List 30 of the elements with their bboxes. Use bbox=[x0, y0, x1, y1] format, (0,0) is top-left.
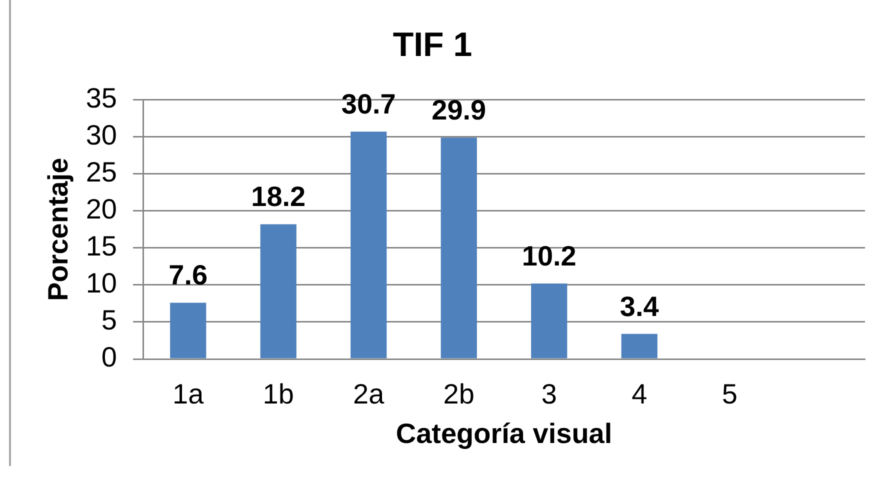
x-tick-label: 2a bbox=[353, 378, 385, 410]
y-tick-label: 15 bbox=[86, 230, 117, 262]
bar bbox=[440, 138, 477, 358]
y-tick-label: 30 bbox=[86, 120, 117, 151]
y-tick-label: 20 bbox=[86, 194, 117, 225]
y-tick-label: 25 bbox=[86, 156, 117, 188]
bar bbox=[531, 283, 568, 358]
bar bbox=[621, 334, 658, 358]
y-tick-label: 0 bbox=[101, 342, 117, 373]
y-tick-label: 35 bbox=[86, 82, 117, 114]
bar bbox=[170, 302, 206, 358]
x-tick-label: 1b bbox=[262, 378, 294, 410]
data-label: 7.6 bbox=[168, 260, 208, 291]
data-label: 10.2 bbox=[522, 240, 576, 272]
y-tick-label: 10 bbox=[86, 268, 117, 299]
y-axis-title: Porcentaje bbox=[42, 158, 74, 301]
data-label: 29.9 bbox=[432, 94, 486, 126]
x-tick-label: 1a bbox=[172, 378, 204, 410]
chart-title: TIF 1 bbox=[392, 26, 472, 64]
y-tick-label: 5 bbox=[101, 304, 117, 336]
x-tick-label: 5 bbox=[722, 378, 738, 410]
data-label: 18.2 bbox=[251, 181, 306, 212]
data-label: 3.4 bbox=[620, 290, 660, 322]
bar bbox=[350, 132, 387, 358]
data-label: 30.7 bbox=[341, 88, 396, 120]
x-axis-title: Categoría visual bbox=[396, 418, 612, 449]
x-tick-label: 4 bbox=[632, 378, 648, 410]
x-tick-label: 3 bbox=[541, 378, 557, 410]
bar bbox=[260, 224, 296, 358]
x-tick-label: 2b bbox=[443, 378, 474, 410]
